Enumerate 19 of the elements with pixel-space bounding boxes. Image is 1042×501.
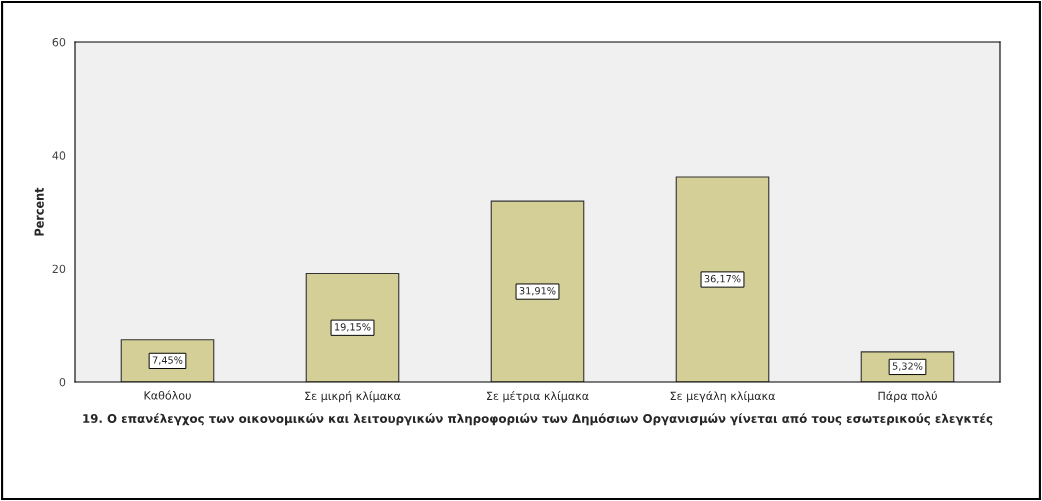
x-tick-label: Πάρα πολύ [878,391,937,403]
x-tick-label: Σε μεγάλη κλίμακα [670,391,775,403]
x-tick-label: Σε μέτρια κλίμακα [487,391,589,403]
bar [675,176,770,382]
y-tick-label: 60 [52,37,66,47]
y-tick-label: 20 [52,264,66,274]
data-label: 36,17% [704,274,741,284]
x-tick-label: Σε μικρή κλίμακα [305,391,401,403]
y-axis-title: Percent [34,187,44,236]
bar [305,272,400,382]
bar [490,200,585,382]
x-axis-title: 19. Ο επανέλεγχος των οικονομικών και λειτουργικών πληροφοριών των Δημόσιων Οργανισμών γίνεται από τους εσωτερικούς ελεγκτές [83,413,993,426]
data-label: 31,91% [519,287,556,296]
y-tick-label: 0 [59,377,66,387]
x-tick-label: Καθόλου [144,390,191,400]
y-tick-label: 40 [52,151,66,160]
data-label: 7,45% [152,356,183,365]
data-label: 19,15% [335,323,371,332]
data-label: 5,32% [892,362,923,371]
